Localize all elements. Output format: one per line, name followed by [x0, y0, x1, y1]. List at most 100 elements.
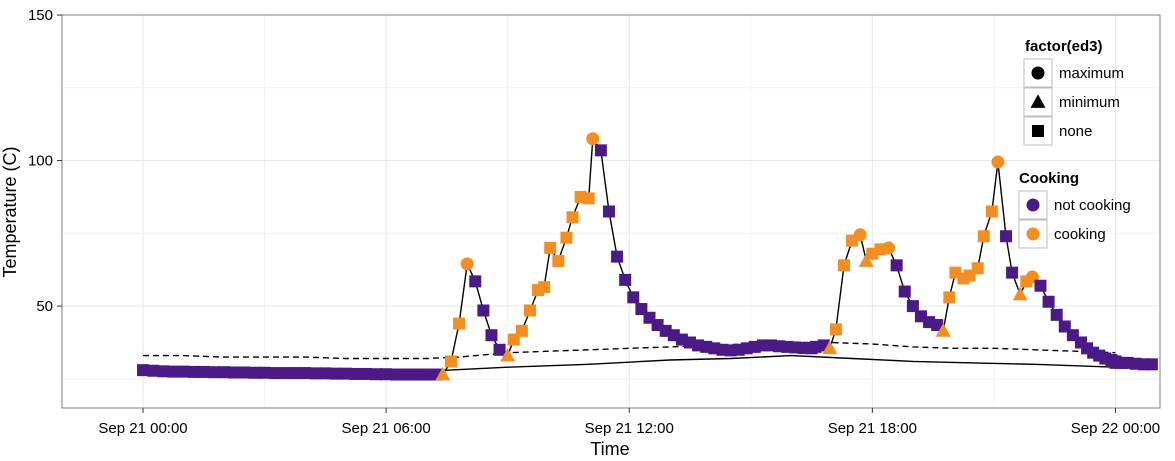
- legend-shape-label: none: [1059, 123, 1092, 140]
- data-point-none: [544, 241, 557, 254]
- legend-key-box: [1023, 58, 1053, 88]
- data-point-none: [566, 211, 579, 224]
- legend-color-dot-icon: [1026, 198, 1040, 212]
- data-point-none: [329, 367, 342, 380]
- data-point-none: [370, 368, 383, 381]
- data-point-none: [898, 285, 911, 298]
- data-point-none: [890, 259, 903, 272]
- data-point-maximum: [586, 132, 600, 146]
- data-point-none: [319, 367, 332, 380]
- legend-square-icon: [1032, 125, 1044, 137]
- data-point-none: [339, 367, 352, 380]
- data-point-minimum: [1012, 286, 1028, 301]
- data-point-none: [1020, 275, 1033, 288]
- data-point-none: [157, 365, 170, 378]
- data-point-none: [493, 343, 506, 356]
- axes: Sep 21 00:00 Sep 21 06:00 Sep 21 12:00 Sep …: [28, 7, 1160, 437]
- data-point-none: [538, 281, 551, 294]
- x-axis-title: Time: [590, 439, 629, 459]
- data-point-none: [1034, 279, 1047, 292]
- data-point-none: [594, 144, 607, 157]
- data-point-none: [477, 304, 490, 317]
- data-point-maximum: [853, 228, 867, 242]
- data-point-none: [420, 368, 433, 381]
- legend-key-box: [1023, 87, 1053, 117]
- data-point-minimum: [935, 323, 951, 337]
- data-point-maximum: [882, 241, 896, 255]
- data-point-maximum: [991, 155, 1005, 169]
- ambient-dashed-line: [143, 341, 1116, 360]
- data-point-none: [1042, 295, 1055, 308]
- data-point-minimum: [435, 366, 451, 381]
- data-point-none: [380, 368, 393, 381]
- data-point-none: [197, 365, 210, 378]
- legend-color-dot-icon: [1026, 227, 1040, 241]
- legend-shape-label: maximum: [1059, 65, 1124, 82]
- data-point-none: [147, 364, 160, 377]
- data-point-none: [359, 367, 372, 380]
- data-points: [137, 132, 1158, 381]
- x-tick-label: Sep 21 06:00: [342, 420, 431, 437]
- data-point-none: [627, 291, 640, 304]
- data-point-maximum: [460, 257, 474, 271]
- data-point-none: [582, 192, 595, 205]
- data-point-none: [985, 205, 998, 218]
- data-point-none: [207, 366, 220, 379]
- data-point-none: [278, 367, 291, 380]
- data-point-none: [167, 365, 180, 378]
- data-point-none: [1145, 358, 1158, 371]
- series-lines: [142, 136, 1152, 376]
- data-point-none: [485, 329, 498, 342]
- data-point-none: [931, 319, 944, 332]
- x-tick-label: Sep 22 00:00: [1071, 420, 1160, 437]
- data-point-none: [1000, 230, 1013, 243]
- legend-shape-label: minimum: [1059, 94, 1120, 111]
- data-point-minimum: [822, 340, 838, 355]
- data-point-none: [552, 254, 565, 267]
- data-point-none: [400, 368, 413, 381]
- data-point-none: [1050, 308, 1063, 321]
- data-point-none: [1006, 266, 1019, 279]
- data-point-none: [602, 205, 615, 218]
- data-point-none: [177, 365, 190, 378]
- data-point-none: [187, 365, 200, 378]
- x-tick-label: Sep 21 18:00: [828, 420, 917, 437]
- plot-panel: [61, 14, 1161, 409]
- x-tick-label: Sep 21 12:00: [585, 420, 674, 437]
- x-tick-label: Sep 21 00:00: [98, 420, 187, 437]
- data-point-none: [444, 355, 457, 368]
- data-point-none: [619, 273, 632, 286]
- data-point-none: [390, 368, 403, 381]
- data-point-none: [507, 333, 520, 346]
- data-point-none: [611, 250, 624, 263]
- data-point-none: [238, 366, 251, 379]
- data-point-none: [943, 291, 956, 304]
- y-tick-label: 50: [36, 298, 53, 315]
- temperature-line: [142, 136, 1152, 376]
- data-point-none: [299, 367, 312, 380]
- data-point-none: [837, 259, 850, 272]
- data-point-none: [248, 366, 261, 379]
- legend-shape-title: factor(ed3): [1025, 38, 1103, 55]
- legend-shape: factor(ed3) maximum minimum none: [1023, 38, 1124, 146]
- legend-triangle-icon: [1030, 94, 1046, 108]
- legend-cooking-title: Cooking: [1019, 170, 1079, 187]
- data-point-none: [258, 366, 271, 379]
- data-point-none: [218, 366, 231, 379]
- data-point-none: [469, 275, 482, 288]
- data-point-none: [309, 367, 322, 380]
- legend-color-label: cooking: [1054, 226, 1106, 243]
- data-point-none: [288, 367, 301, 380]
- data-point-none: [410, 368, 423, 381]
- data-point-none: [829, 323, 842, 336]
- data-point-none: [349, 367, 362, 380]
- data-point-none: [971, 262, 984, 275]
- data-point-none: [906, 300, 919, 313]
- y-axis-title: Temperature (C): [0, 146, 20, 277]
- legend-color-label: not cooking: [1054, 197, 1131, 214]
- y-tick-label: 100: [28, 153, 53, 170]
- legend-cooking: Cooking not cooking cooking: [1018, 170, 1131, 249]
- data-point-none: [560, 231, 573, 244]
- data-point-none: [515, 324, 528, 337]
